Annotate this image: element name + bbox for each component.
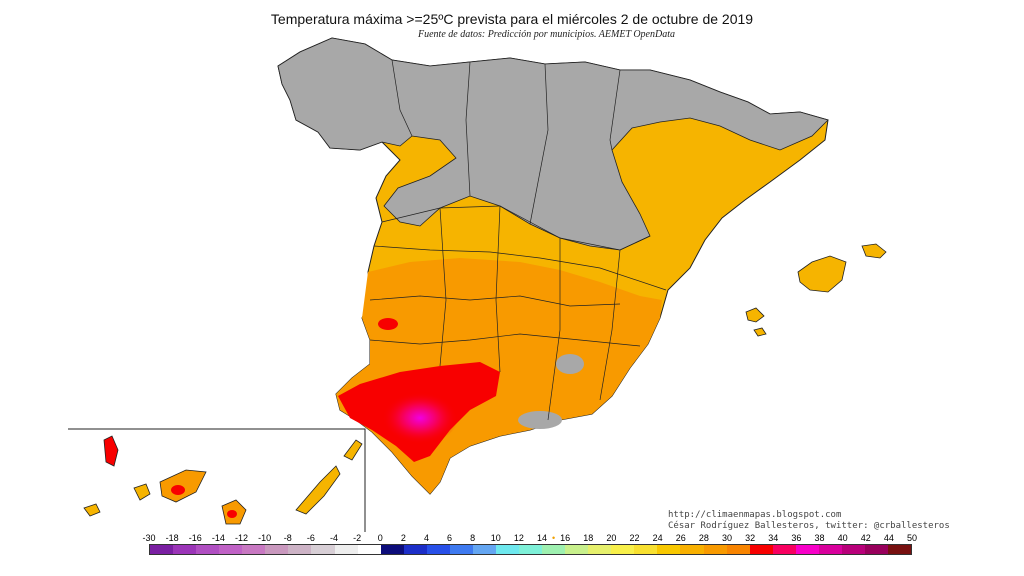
legend-labels: -30 -18 -16 -14 -12 -10 -8 -6 -4 -2 0 2 4 6 8 10 12 14 • 16…	[0, 533, 1024, 545]
legend-tick-label: 34	[768, 533, 779, 543]
legend-swatch	[150, 545, 174, 554]
legend-swatch	[818, 545, 842, 554]
island-tenerife	[159, 469, 207, 503]
legend-swatch	[588, 545, 612, 554]
canary-islands-inset	[68, 428, 366, 532]
legend-swatch	[196, 545, 220, 554]
legend-tick-label: 42	[860, 533, 871, 543]
legend-swatch	[634, 545, 658, 554]
island-lanzarote	[343, 439, 363, 461]
legend-swatch	[795, 545, 819, 554]
legend-swatch	[680, 545, 704, 554]
legend-swatch	[864, 545, 888, 554]
credit-url[interactable]: http://climaenmapas.blogspot.com	[668, 510, 842, 520]
legend-tick-label: 12	[513, 533, 524, 543]
legend-tick-label: -4	[329, 533, 338, 543]
legend-swatch	[703, 545, 727, 554]
legend-tick-label: 36	[791, 533, 802, 543]
legend-swatch	[403, 545, 427, 554]
legend-tick-label: -2	[353, 533, 362, 543]
legend-tick-label: 38	[814, 533, 825, 543]
legend-swatch	[542, 545, 566, 554]
island-fuerteventura	[295, 465, 341, 515]
legend-marker: •	[552, 533, 556, 543]
legend-tick-label: 28	[698, 533, 709, 543]
island-menorca	[861, 243, 887, 259]
credit-author: César Rodríguez Ballesteros, twitter: @c…	[668, 521, 950, 531]
legend-tick-label: 16	[560, 533, 571, 543]
legend-tick-label: -8	[283, 533, 292, 543]
legend-swatch	[657, 545, 681, 554]
island-el-hierro	[83, 503, 101, 517]
legend-tick-label: -14	[211, 533, 225, 543]
color-legend	[149, 544, 912, 555]
legend-swatch	[841, 545, 865, 554]
island-formentera	[753, 327, 767, 337]
legend-tick-label: 50	[906, 533, 918, 543]
province-boundaries	[369, 59, 667, 421]
legend-tick-label: 44	[883, 533, 894, 543]
legend-tick-label: 10	[490, 533, 501, 543]
legend-tick-label: 8	[470, 533, 476, 543]
legend-tick-label: -10	[258, 533, 272, 543]
legend-tick-label: 24	[652, 533, 663, 543]
legend-tick-label: 14	[537, 533, 548, 543]
map-title: Temperatura máxima >=25ºC prevista para …	[270, 11, 754, 27]
legend-tick-label: 26	[675, 533, 686, 543]
legend-tick-label: -30	[142, 533, 156, 543]
legend-tick-label: 0	[377, 533, 383, 543]
legend-swatch	[311, 545, 335, 554]
hot-zone-extremadura	[378, 318, 398, 330]
cool-zone-north	[277, 37, 829, 251]
legend-tick-label: 40	[837, 533, 848, 543]
cool-pocket-sierra-nevada	[518, 411, 562, 429]
legend-swatch	[357, 545, 381, 554]
legend-tick-label: 22	[629, 533, 640, 543]
hot-zone-magenta	[382, 392, 458, 444]
legend-swatch	[749, 545, 773, 554]
legend-swatch	[173, 545, 197, 554]
legend-swatch	[334, 545, 358, 554]
legend-swatch	[288, 545, 312, 554]
legend-tick-label: -12	[234, 533, 248, 543]
legend-tick-label: 4	[423, 533, 429, 543]
cool-pocket-segura	[556, 354, 584, 374]
legend-swatch	[726, 545, 750, 554]
legend-tick-label: -16	[188, 533, 202, 543]
legend-tick-label: 30	[722, 533, 733, 543]
legend-swatch	[519, 545, 543, 554]
legend-swatch	[219, 545, 243, 554]
island-ibiza	[745, 307, 765, 323]
legend-tick-label: -18	[165, 533, 179, 543]
legend-swatch	[495, 545, 519, 554]
legend-swatch	[265, 545, 289, 554]
legend-swatch	[472, 545, 496, 554]
island-la-palma	[103, 435, 119, 467]
island-la-gomera	[133, 483, 151, 501]
legend-swatch	[449, 545, 473, 554]
legend-tick-label: 32	[745, 533, 756, 543]
legend-tick-label: 18	[583, 533, 594, 543]
legend-swatch	[888, 545, 912, 554]
legend-tick-label: -6	[306, 533, 315, 543]
legend-swatch	[611, 545, 635, 554]
island-mallorca	[797, 255, 847, 293]
map-subtitle: Fuente de datos: Predicción por municipi…	[418, 29, 675, 40]
legend-swatch	[242, 545, 266, 554]
legend-swatch	[380, 545, 404, 554]
legend-tick-label: 2	[400, 533, 406, 543]
legend-swatch	[772, 545, 796, 554]
legend-swatch	[565, 545, 589, 554]
legend-tick-label: 20	[606, 533, 617, 543]
legend-tick-label: 6	[447, 533, 453, 543]
legend-swatch	[426, 545, 450, 554]
